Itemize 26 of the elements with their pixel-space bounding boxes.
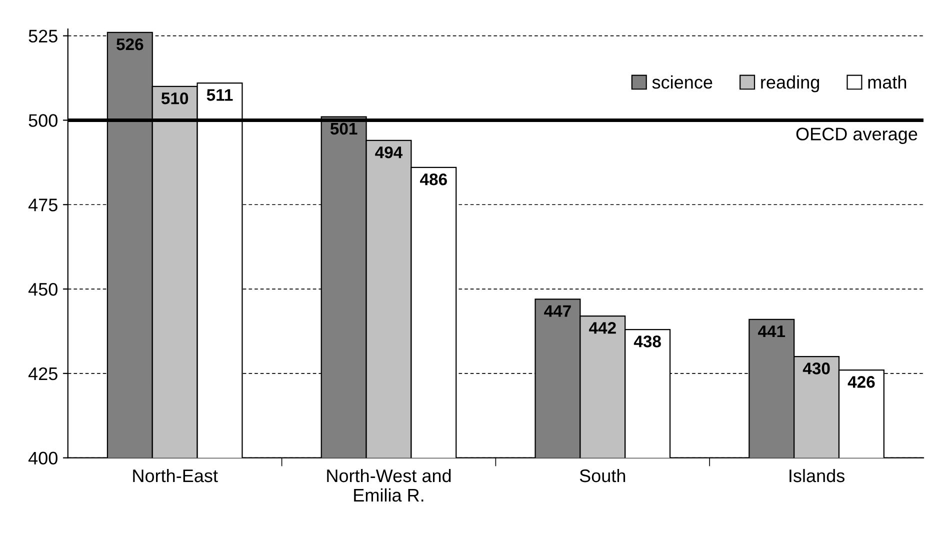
y-tick-label: 425 <box>28 367 58 380</box>
data-label: 501 <box>330 122 358 135</box>
y-tick-label: 525 <box>28 30 58 43</box>
data-label: 438 <box>634 336 661 348</box>
data-label: 526 <box>116 38 144 50</box>
data-label: 511 <box>206 89 233 101</box>
data-label: 510 <box>161 92 188 104</box>
legend-label: science <box>652 75 712 89</box>
x-tick-label: North-East <box>133 468 218 482</box>
data-label: 442 <box>588 322 616 334</box>
legend-label: math <box>868 75 906 89</box>
data-label: 447 <box>544 305 571 317</box>
x-tick-label: North-West and Emilia R. <box>327 468 451 502</box>
y-tick-label: 475 <box>28 198 58 212</box>
legend-label: reading <box>761 75 819 92</box>
y-tick-label: 450 <box>28 282 58 296</box>
y-tick-label: 400 <box>28 452 58 465</box>
data-label: 486 <box>420 173 447 186</box>
data-label: 494 <box>375 146 403 158</box>
data-label: 430 <box>802 362 830 374</box>
data-label: 426 <box>848 376 875 388</box>
y-tick-label: 500 <box>28 114 58 127</box>
x-tick-label: South <box>580 468 626 482</box>
ref-line-label: OECD average <box>796 128 918 144</box>
x-tick-label: Islands <box>790 468 844 482</box>
data-label: 441 <box>758 326 786 338</box>
